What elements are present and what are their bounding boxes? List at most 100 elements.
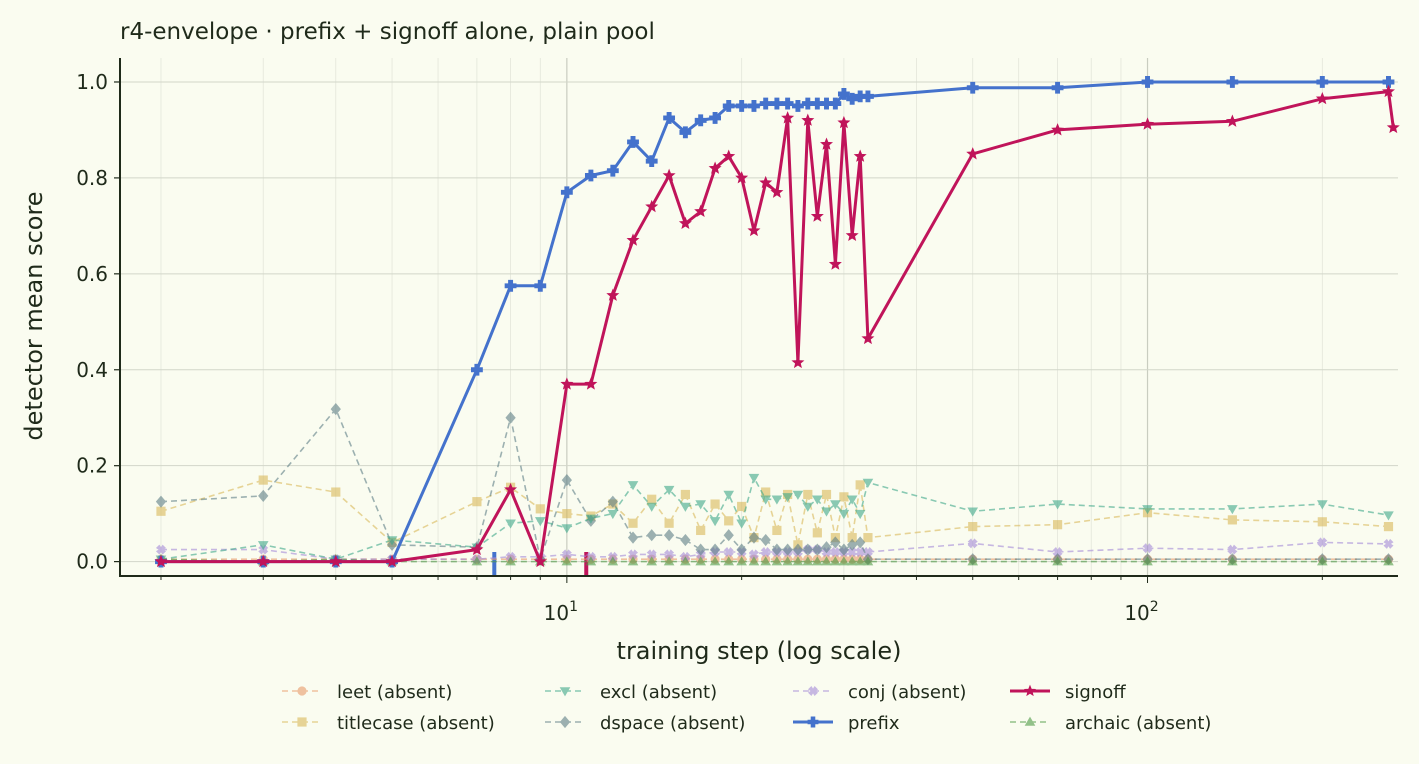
data-point-excl (846, 495, 858, 505)
data-point-archaic (782, 556, 793, 566)
data-point-excl (760, 495, 772, 505)
legend-marker-prefix (807, 716, 819, 728)
data-point-signoff (837, 115, 851, 129)
legend-label-dspace: dspace (absent) (600, 713, 745, 734)
data-point-excl (967, 507, 979, 517)
data-point-archaic (967, 556, 979, 566)
data-point-titlecase (821, 489, 832, 500)
data-point-titlecase (664, 518, 674, 528)
data-point-signoff (606, 288, 620, 301)
data-point-prefix (820, 97, 833, 110)
data-point-prefix (862, 90, 874, 103)
series-line-dspace (160, 408, 1389, 560)
data-point-signoff (626, 233, 640, 246)
x-tick-label: 101 (544, 599, 578, 625)
data-point-excl (1383, 511, 1394, 521)
data-point-archaic (771, 556, 783, 566)
legend-item-leet: leet (absent) (282, 682, 452, 703)
data-point-signoff (770, 185, 784, 198)
data-point-signoff (747, 223, 761, 237)
data-point-titlecase (647, 494, 657, 504)
legend-label-excl: excl (absent) (600, 682, 717, 703)
data-point-prefix (584, 169, 597, 182)
data-point-signoff (1381, 84, 1395, 98)
legend-label-signoff: signoff (1065, 682, 1126, 703)
data-point-conj (723, 546, 734, 558)
legend-swatch-titlecase (282, 717, 322, 727)
legend-item-titlecase: titlecase (absent) (282, 713, 495, 734)
data-point-signoff (329, 554, 343, 568)
data-point-archaic (792, 556, 804, 566)
data-point-dspace (792, 543, 804, 556)
legend-swatch-leet (282, 686, 322, 696)
data-point-archaic (846, 556, 858, 566)
data-point-prefix (606, 164, 619, 177)
data-point-prefix (829, 97, 842, 110)
tick-labels: 0.0 0.2 0.4 0.6 0.8 1.0 101 102 (76, 70, 1323, 625)
legend-swatch-prefix (793, 716, 833, 728)
data-point-dspace (760, 533, 771, 547)
data-point-titlecase (1227, 515, 1237, 525)
data-point-prefix (770, 97, 783, 110)
data-point-signoff (861, 331, 875, 345)
data-point-conj (646, 549, 657, 560)
data-point-excl (257, 541, 269, 551)
data-point-signoff (560, 377, 574, 390)
data-point-dspace (812, 543, 823, 556)
data-point-titlecase (839, 492, 849, 502)
data-point-dspace (680, 533, 691, 547)
legend-swatch-conj (793, 685, 833, 697)
data-point-excl (821, 507, 832, 517)
data-point-archaic (736, 556, 747, 566)
data-point-titlecase (562, 509, 572, 519)
x-axis-markers (492, 552, 589, 576)
data-point-titlecase (628, 518, 638, 528)
data-point-excl (723, 490, 735, 500)
data-point-archaic (561, 556, 573, 566)
data-point-excl (736, 519, 747, 529)
data-point-excl (585, 514, 597, 524)
data-point-titlecase (737, 501, 747, 512)
data-point-titlecase (968, 521, 978, 532)
data-point-dspace (748, 531, 760, 544)
data-point-prefix (560, 186, 573, 199)
data-point-signoff (1315, 91, 1329, 105)
data-point-signoff (1225, 114, 1239, 127)
legend-swatch-excl (545, 687, 585, 697)
data-point-conj (1317, 537, 1328, 548)
data-point-prefix (663, 112, 676, 124)
series-layer (154, 76, 1400, 568)
data-point-prefix (679, 126, 692, 139)
data-point-archaic (585, 556, 597, 566)
data-point-prefix (966, 81, 979, 94)
legend-item-signoff: signoff (1010, 682, 1126, 703)
data-point-titlecase (710, 499, 720, 509)
data-point-excl (680, 502, 691, 512)
data-point-titlecase (535, 504, 545, 514)
series-titlecase (156, 475, 1394, 550)
legend-swatch-archaic (1010, 716, 1050, 726)
data-point-archaic (854, 556, 866, 566)
data-point-dspace (838, 543, 850, 556)
grid (120, 58, 1398, 576)
y-tick-label: 0.4 (76, 358, 108, 382)
data-point-dspace (155, 495, 167, 508)
legend-item-conj: conj (absent) (793, 682, 966, 703)
data-point-titlecase (772, 525, 782, 536)
data-point-signoff (966, 147, 980, 160)
data-point-signoff (678, 216, 692, 229)
data-point-excl (771, 495, 783, 505)
data-point-dspace (771, 543, 783, 556)
legend-label-archaic: archaic (absent) (1065, 713, 1211, 734)
series-excl (155, 473, 1394, 565)
y-axis-label: detector mean score (20, 191, 48, 440)
data-point-dspace (561, 473, 572, 487)
data-point-signoff (820, 137, 833, 150)
data-point-archaic (838, 556, 850, 566)
data-point-prefix (694, 114, 707, 127)
series-line-signoff (161, 90, 1395, 564)
data-point-archaic (723, 556, 735, 566)
data-point-signoff (645, 199, 659, 213)
data-point-conj (155, 544, 167, 555)
